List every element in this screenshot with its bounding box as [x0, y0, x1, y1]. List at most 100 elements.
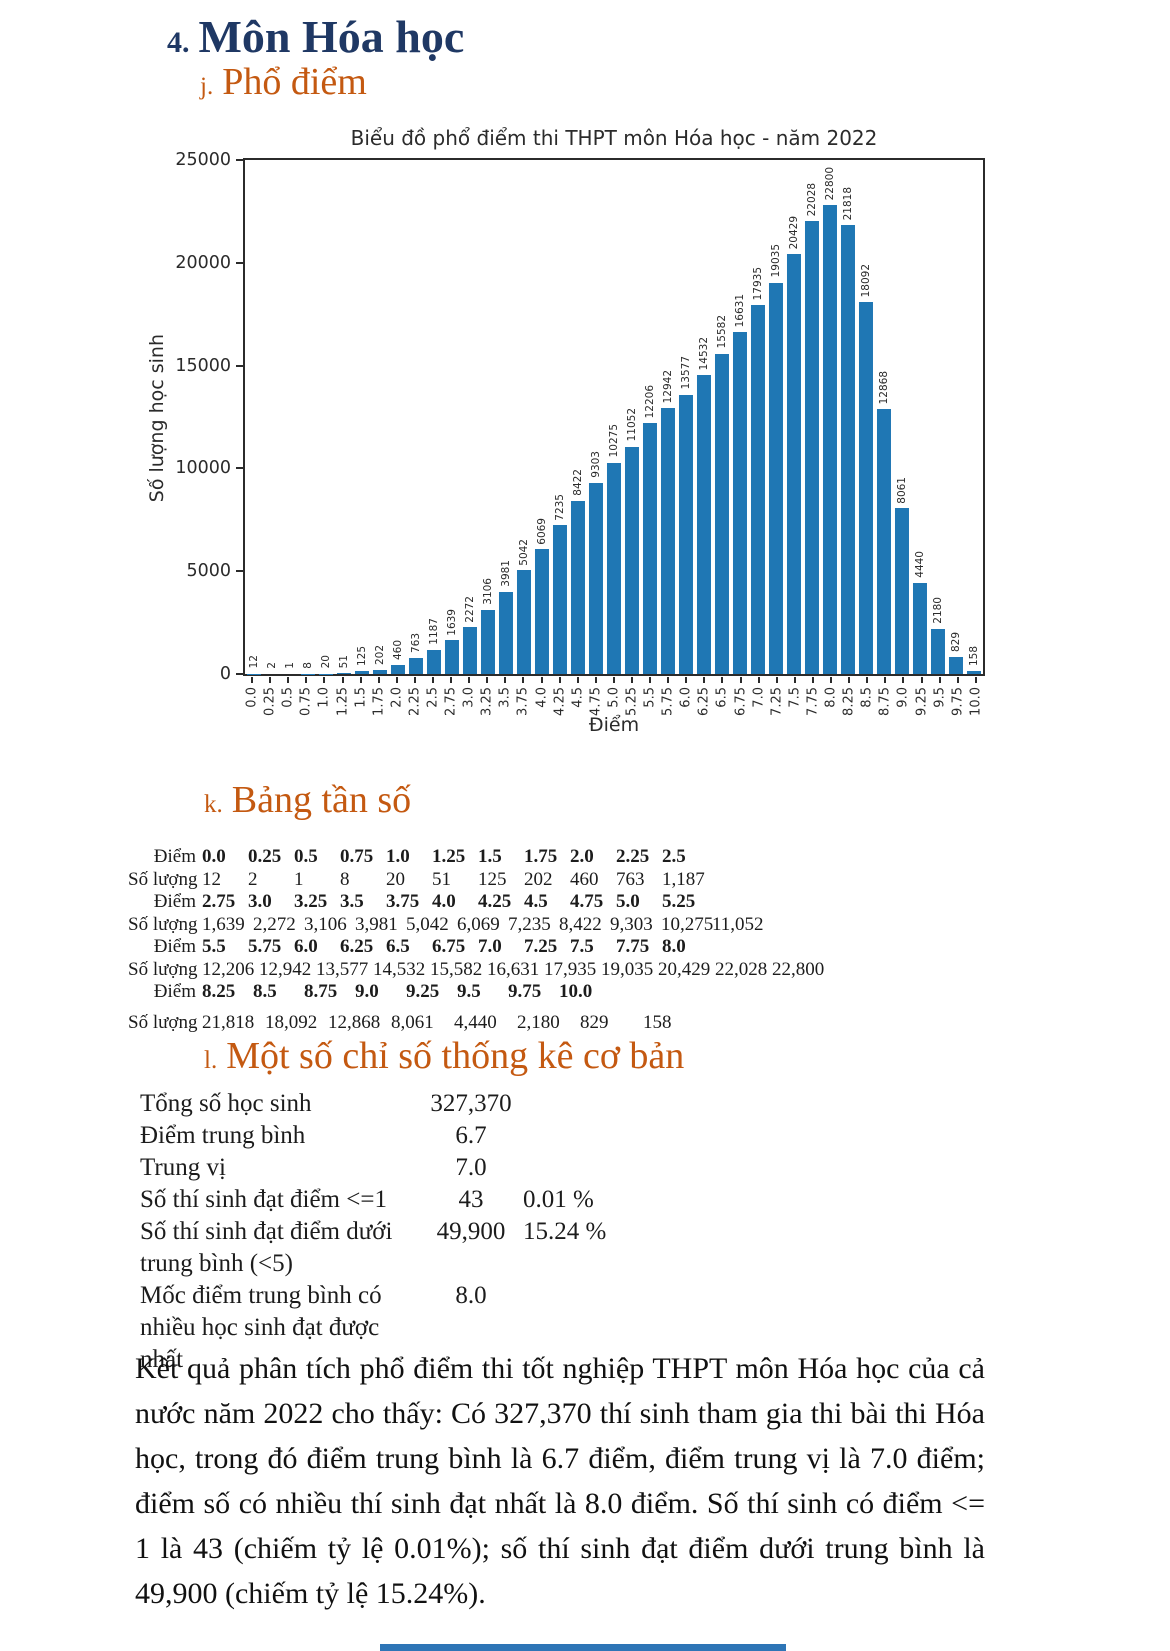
x-tick: 3.25 — [478, 677, 496, 739]
table-cell: 5.75 — [248, 936, 282, 957]
table-row: Số lượng 21,818 18,092 12,868 8,061 4,440 2,18… — [128, 1012, 829, 1035]
bar-slot: 1 — [281, 160, 299, 674]
table-cell: 22,028 — [715, 958, 768, 980]
stat-value: 6.7 — [455, 1122, 487, 1149]
x-tick-label: 0.25 — [262, 687, 278, 716]
x-tick-label: 7.5 — [787, 687, 803, 708]
x-tick-label: 10.0 — [968, 687, 984, 716]
row-label: Số lượng — [128, 913, 198, 935]
table-cell: 3,981 — [355, 913, 398, 935]
bar-slot: 13577 — [677, 160, 695, 674]
bar-value-label: 22800 — [824, 166, 836, 201]
row-label: Số lượng — [128, 958, 198, 980]
bar-value-label: 14532 — [698, 336, 710, 371]
y-tick-label: 0 — [219, 664, 231, 684]
bar-slot: 22800 — [821, 160, 839, 674]
x-tick-mark — [251, 677, 254, 683]
x-tick-label: 6.75 — [733, 687, 749, 716]
x-tick: 4.25 — [551, 677, 569, 739]
table-cell: 2.75 — [202, 891, 236, 912]
stat-row: Điểm trung bình 6.7 — [140, 1120, 627, 1152]
bar-slot: 22028 — [803, 160, 821, 674]
y-tick-label: 10000 — [175, 458, 231, 479]
x-tick-label: 5.0 — [606, 687, 622, 708]
x-tick: 8.5 — [858, 677, 876, 739]
bar-slot: 12206 — [641, 160, 659, 674]
x-tick-label: 6.25 — [696, 687, 712, 716]
table-cell: 17,935 — [544, 958, 597, 980]
table-cell: 8.75 — [304, 981, 338, 1002]
bar-slot: 763 — [407, 160, 425, 674]
x-tick: 5.25 — [623, 677, 641, 739]
x-tick-label: 5.5 — [642, 687, 658, 708]
y-tick-mark — [236, 673, 245, 675]
y-axis-label: Số lượng học sinh — [146, 334, 168, 503]
row-label: Số lượng — [128, 868, 198, 890]
bar — [336, 672, 352, 674]
x-tick: 2.5 — [424, 677, 442, 739]
bar-value-label: 829 — [950, 631, 962, 652]
table-row: Điểm 2.75 3.0 3.25 3.5 3.75 4.0 4.25 4.5 4.75 5.0 5… — [128, 891, 829, 914]
bar — [966, 670, 982, 674]
bar-slot: 18092 — [857, 160, 875, 674]
bars-area: 12 2 1 8 20 51 125 202 460 763 1187 1639 2272 3106 398… — [245, 160, 983, 674]
bar-slot: 2272 — [461, 160, 479, 674]
row-label: Điểm — [153, 981, 196, 1002]
table-cell: 2.0 — [570, 846, 594, 867]
bar-value-label: 9303 — [590, 451, 602, 478]
table-cell: 829 — [580, 1011, 609, 1033]
table-cell: 2.25 — [616, 846, 650, 867]
x-tick: 9.75 — [949, 677, 967, 739]
x-tick: 7.0 — [750, 677, 768, 739]
bar-value-label: 2 — [266, 662, 278, 669]
row-label: Điểm — [153, 936, 196, 957]
bar-value-label: 16631 — [734, 293, 746, 328]
table-cell: 0.0 — [202, 846, 226, 867]
table-cell: 158 — [643, 1011, 672, 1033]
x-tick: 9.5 — [931, 677, 949, 739]
table-cell: 0.75 — [340, 846, 374, 867]
stat-row: Trung vị 7.0 — [140, 1152, 627, 1184]
table-cell: 7.25 — [524, 936, 558, 957]
bar-value-label: 18092 — [860, 263, 872, 298]
table-cell: 5.5 — [202, 936, 226, 957]
row-label: Điểm — [153, 846, 196, 867]
stat-row: Số thí sinh đạt điểm dưới trung bình (<5… — [140, 1216, 627, 1280]
table-cell: 2 — [248, 868, 258, 890]
x-tick-mark — [920, 677, 923, 683]
x-tick-mark — [721, 677, 724, 683]
x-tick-mark — [305, 677, 308, 683]
x-tick-mark — [377, 677, 380, 683]
stat-row: Tổng số học sinh 327,370 — [140, 1088, 627, 1120]
stat-label: Số thí sinh đạt điểm <=1 — [140, 1186, 387, 1213]
bar-slot: 15582 — [713, 160, 731, 674]
table-cell: 6,069 — [457, 913, 500, 935]
x-tick-label: 4.5 — [570, 687, 586, 708]
table-cell: 3,106 — [304, 913, 347, 935]
x-tick: 1.25 — [333, 677, 351, 739]
x-tick-label: 3.5 — [497, 687, 513, 708]
bar-value-label: 21818 — [842, 187, 854, 221]
bar-value-label: 22028 — [806, 182, 818, 217]
table-row: Điểm 0.0 0.25 0.5 0.75 1.0 1.25 1.5 1.75 2.0 2.25 2… — [128, 846, 829, 869]
table-cell: 12,868 — [328, 1011, 381, 1033]
stat-value: 327,370 — [430, 1090, 512, 1117]
bar — [786, 253, 802, 674]
table-cell: 6.5 — [386, 936, 410, 957]
x-tick: 0.0 — [243, 677, 261, 739]
x-tick-label: 3.75 — [515, 687, 531, 716]
x-axis-label: Điểm — [588, 714, 640, 736]
y-tick-mark — [236, 261, 245, 264]
bar-value-label: 17935 — [752, 266, 764, 301]
table-cell: 0.25 — [248, 846, 282, 867]
table-cell: 21,818 — [202, 1011, 255, 1033]
stat-value: 8.0 — [455, 1282, 487, 1309]
bar — [552, 525, 568, 674]
table-cell: 8.5 — [253, 981, 277, 1002]
stat-value: 49,900 — [436, 1218, 506, 1245]
table-cell: 1,639 — [202, 913, 245, 935]
table-cell: 4.25 — [478, 891, 512, 912]
table-cell: 7,235 — [508, 913, 551, 935]
x-tick: 6.0 — [677, 677, 695, 739]
y-tick-label: 20000 — [175, 252, 231, 273]
